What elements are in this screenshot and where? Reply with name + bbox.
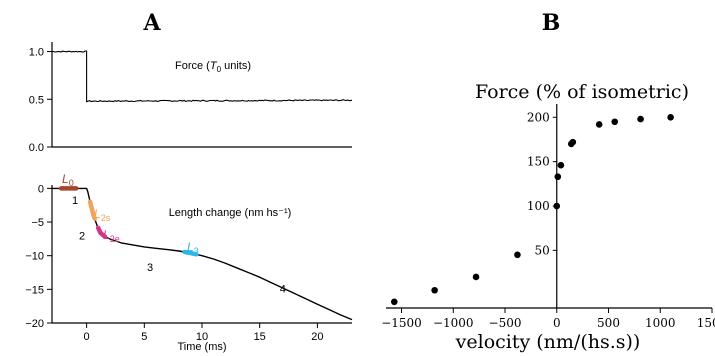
scatter-point bbox=[431, 286, 438, 294]
scatter-point bbox=[569, 138, 577, 146]
force-y-tick-label: 1.0 bbox=[29, 47, 44, 59]
highlight-l3 bbox=[182, 249, 199, 257]
length-y-tick-label: −5 bbox=[31, 217, 44, 229]
scatter-x-tick-label: 0 bbox=[553, 316, 561, 330]
length-x-axis-title: Time (ms) bbox=[177, 341, 226, 353]
force-subplot: 0.0 0.5 1.0 Force (T0 units) bbox=[29, 42, 353, 154]
force-label: Force (T0 units) bbox=[175, 60, 251, 74]
scatter-y-tick-label: 200 bbox=[527, 110, 550, 124]
scatter-point bbox=[514, 251, 521, 259]
panel-label-a: A bbox=[142, 10, 161, 36]
highlight-l2e bbox=[95, 225, 108, 240]
scatter-point bbox=[611, 118, 619, 126]
scatter-point bbox=[637, 115, 644, 123]
length-y-tick-label: −15 bbox=[25, 284, 44, 296]
length-label: Length change (nm hs⁻¹) bbox=[169, 207, 292, 219]
panel-label-b: B bbox=[542, 10, 561, 36]
length-y-tick-label: −10 bbox=[25, 251, 44, 263]
force-y-tick-label: 0.0 bbox=[29, 142, 44, 154]
length-y-tick-label: 0 bbox=[38, 183, 44, 195]
length-x-tick-label: 10 bbox=[196, 331, 208, 343]
length-x-tick-label: 0 bbox=[84, 331, 90, 343]
scatter-x-tick-label: 1500 bbox=[697, 316, 715, 330]
scatter-point bbox=[667, 114, 674, 121]
length-subplot: 0 −5 −10 −15 −20 0 5 10 15 20 Time (ms) L0 L2s L2e L3 1… bbox=[25, 172, 353, 353]
scatter-y-tick-label: 50 bbox=[534, 243, 549, 257]
label-l0: L0 bbox=[62, 172, 74, 188]
length-y-tick-label: −20 bbox=[25, 318, 44, 330]
scatter-x-tick-label: −1500 bbox=[381, 316, 422, 330]
length-x-tick-label: 15 bbox=[254, 331, 266, 343]
phase-label: 2 bbox=[79, 231, 85, 243]
scatter-x-tick-label: −500 bbox=[489, 316, 522, 330]
scatter-x-axis-title: velocity (nm/(hs.s)) bbox=[455, 331, 641, 353]
scatter-point bbox=[390, 298, 398, 306]
length-x-tick-label: 20 bbox=[311, 331, 323, 343]
scatter-point bbox=[553, 202, 561, 210]
phase-label: 4 bbox=[280, 284, 286, 296]
force-trace bbox=[51, 50, 353, 103]
scatter-x-tick-label: 1000 bbox=[645, 316, 676, 330]
highlight-l2s bbox=[87, 199, 97, 221]
scatter-point bbox=[554, 173, 562, 181]
label-l2e: L2e bbox=[103, 228, 120, 244]
label-l2s: L2s bbox=[94, 207, 111, 223]
scatter-x-tick-label: −1000 bbox=[433, 316, 474, 330]
scatter-point bbox=[472, 273, 480, 281]
scatter-point bbox=[595, 121, 603, 128]
scatter-y-tick-label: 150 bbox=[527, 155, 550, 169]
length-x-tick-label: 5 bbox=[141, 331, 147, 343]
scatter-title: Force (% of isometric) bbox=[475, 81, 689, 103]
force-y-tick-label: 0.5 bbox=[29, 94, 44, 106]
phase-label: 1 bbox=[72, 195, 78, 207]
scatter-chart: −1500 −1000 −500 0 500 1000 1500 50 100 150 200 For… bbox=[381, 81, 715, 353]
scatter-y-tick-label: 100 bbox=[527, 199, 550, 213]
phase-label: 3 bbox=[147, 262, 153, 274]
scatter-point bbox=[557, 161, 565, 169]
scatter-x-tick-label: 500 bbox=[597, 316, 620, 330]
label-l3: L3 bbox=[187, 240, 199, 256]
